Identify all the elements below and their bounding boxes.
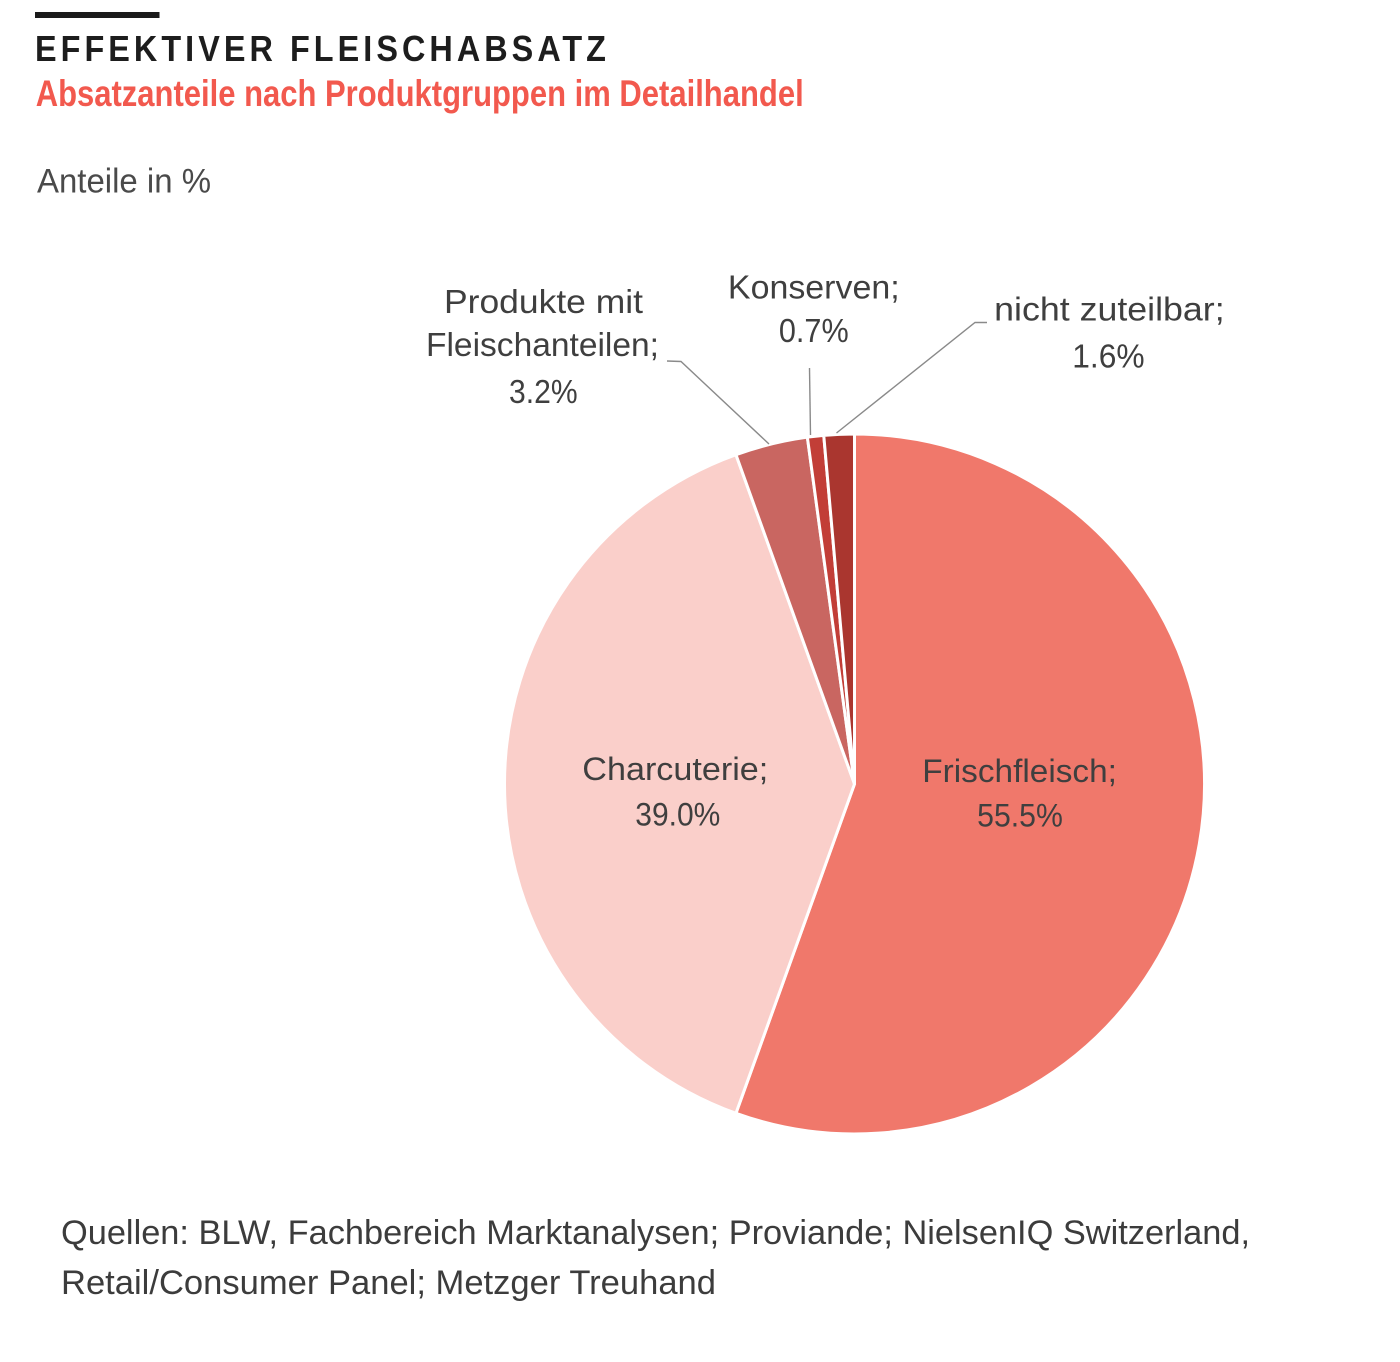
svg-text:39.0%: 39.0% [635,797,720,833]
svg-text:1.6%: 1.6% [1072,338,1144,375]
svg-text:Anteile in %: Anteile in % [37,163,211,201]
svg-text:Konserven;: Konserven; [728,269,900,306]
svg-text:Retail/Consumer Panel; Metzger: Retail/Consumer Panel; Metzger Treuhand [61,1264,716,1302]
svg-text:Charcuterie;: Charcuterie; [582,751,768,787]
svg-text:Frischfleisch;: Frischfleisch; [922,753,1117,789]
svg-text:Absatzanteile nach Produktgrup: Absatzanteile nach Produktgruppen im Det… [36,73,804,114]
svg-text:55.5%: 55.5% [977,797,1063,833]
svg-text:EFFEKTIVER FLEISCHABSATZ: EFFEKTIVER FLEISCHABSATZ [35,28,610,69]
svg-text:3.2%: 3.2% [509,373,578,410]
svg-text:0.7%: 0.7% [779,312,849,349]
svg-text:Quellen: BLW, Fachbereich Mark: Quellen: BLW, Fachbereich Marktanalysen;… [61,1214,1250,1252]
svg-text:nicht zuteilbar;: nicht zuteilbar; [994,291,1225,328]
svg-text:Fleischanteilen;: Fleischanteilen; [426,326,659,363]
svg-text:Produkte mit: Produkte mit [444,283,643,320]
